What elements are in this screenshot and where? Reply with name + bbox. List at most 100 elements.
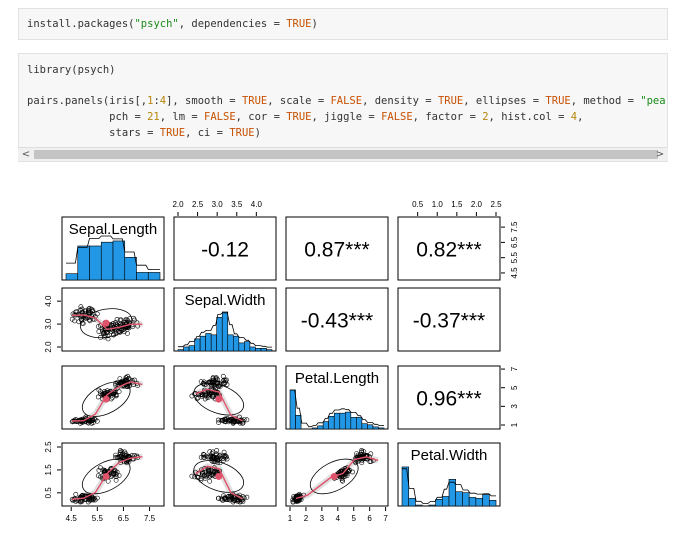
tick-label: 5.5: [510, 252, 519, 264]
scatter-point: [119, 449, 125, 455]
tick-label: 5.5: [92, 514, 104, 523]
histogram-bar: [317, 425, 324, 430]
correlation-ellipse: [309, 458, 359, 495]
mean-point: [102, 472, 110, 480]
scatter-point: [223, 497, 228, 502]
scatter-point: [72, 318, 77, 324]
scatter-point: [76, 311, 81, 317]
scatter-point: [368, 451, 374, 457]
histogram-bar: [77, 245, 90, 281]
tick-label: 4.0: [44, 295, 53, 307]
scatter-point: [118, 317, 124, 323]
scatter-point: [202, 475, 208, 481]
scatter-point: [237, 420, 243, 426]
histogram-bar: [210, 334, 218, 352]
tick-label: 2: [304, 514, 309, 523]
histogram-bar: [441, 496, 450, 507]
scatter-point: [215, 417, 221, 423]
code-line-library: library(psych): [27, 64, 116, 76]
panel-frame: [397, 365, 501, 430]
scatter-point: [115, 455, 121, 460]
histogram-bar: [216, 317, 223, 352]
scatter-point: [214, 448, 220, 453]
loess-line: [71, 314, 143, 331]
correlation-value: -0.12: [201, 239, 249, 262]
tick-label: 4.5: [510, 267, 519, 279]
scatter-point: [95, 394, 101, 400]
scatter-point: [90, 497, 96, 503]
code-token: , ci =: [185, 126, 230, 139]
scatter-point: [78, 494, 84, 500]
tick-label: 2.0: [471, 200, 483, 209]
tick-label: 3.0: [44, 318, 53, 330]
panel-frame: [285, 287, 389, 352]
scatter-point: [113, 320, 118, 325]
code-token: , jiggle =: [311, 111, 382, 124]
histogram-bar: [401, 466, 410, 507]
variable-label: Petal.Length: [295, 370, 379, 387]
scatter-point: [214, 380, 220, 386]
scatter-point: [116, 473, 122, 478]
histogram-bar: [249, 346, 256, 352]
histogram-bar: [462, 492, 470, 507]
histogram-bar: [89, 245, 102, 281]
code-token: stars =: [27, 126, 160, 139]
scatter-point: [113, 477, 119, 483]
histogram-bar: [124, 257, 137, 281]
scatter-point: [216, 456, 222, 462]
scatter-point: [110, 322, 116, 328]
density-curve: [66, 235, 160, 270]
correlation-value: 0.96***: [416, 388, 481, 411]
scatter-point: [86, 308, 91, 314]
variable-label: Petal.Width: [411, 447, 488, 464]
histogram-bar: [361, 423, 368, 430]
loess-line: [71, 381, 143, 422]
code-token: , factor =: [412, 111, 483, 124]
histogram-bar: [468, 497, 477, 507]
scrollbar-thumb[interactable]: [34, 150, 658, 159]
tick-label: 2.0: [172, 200, 184, 209]
code-token: TRUE: [286, 111, 312, 124]
scatter-point: [96, 387, 102, 393]
loess-line: [195, 388, 243, 422]
code-token: , method =: [570, 95, 641, 108]
scatter-point: [240, 497, 245, 503]
scatter-point: [224, 416, 230, 421]
code-token: 2: [482, 111, 489, 124]
scatter-point: [89, 306, 95, 312]
scatter-point: [202, 396, 208, 402]
histogram-bar: [372, 426, 379, 430]
scatter-point: [240, 494, 246, 500]
histogram-bar: [322, 421, 330, 430]
code-token: ,: [577, 111, 584, 124]
histogram-bar: [415, 504, 423, 507]
scatter-point: [111, 471, 117, 476]
tick-label: 1: [510, 422, 519, 427]
histogram-bar: [367, 424, 374, 430]
histogram-bar: [194, 338, 201, 352]
tick-label: 3: [320, 514, 325, 523]
tick-label: 7: [510, 366, 519, 371]
scatter-point: [347, 467, 353, 473]
scatter-point: [235, 494, 241, 499]
histogram-bar: [408, 498, 416, 507]
scroll-right-arrow-icon[interactable]: >: [655, 149, 665, 160]
scatter-point: [212, 468, 218, 474]
scatter-point: [118, 448, 123, 453]
scatter-point: [125, 373, 131, 379]
tick-label: 1.0: [432, 200, 444, 209]
density-curve: [290, 389, 384, 428]
scatter-point: [290, 497, 296, 503]
code-token: , hist.col =: [488, 111, 571, 124]
tick-label: 6.5: [118, 514, 130, 523]
code-func: install.packages: [27, 18, 129, 30]
histogram-bar: [339, 412, 346, 430]
tick-label: 1.5: [451, 200, 463, 209]
scatter-point: [86, 306, 92, 312]
scatter-point: [115, 329, 121, 334]
scroll-left-arrow-icon[interactable]: <: [21, 149, 31, 160]
tick-label: 7.5: [510, 221, 519, 233]
histogram-bar: [260, 348, 267, 352]
horizontal-scrollbar[interactable]: < >: [18, 147, 668, 161]
histogram-bar: [238, 342, 245, 352]
